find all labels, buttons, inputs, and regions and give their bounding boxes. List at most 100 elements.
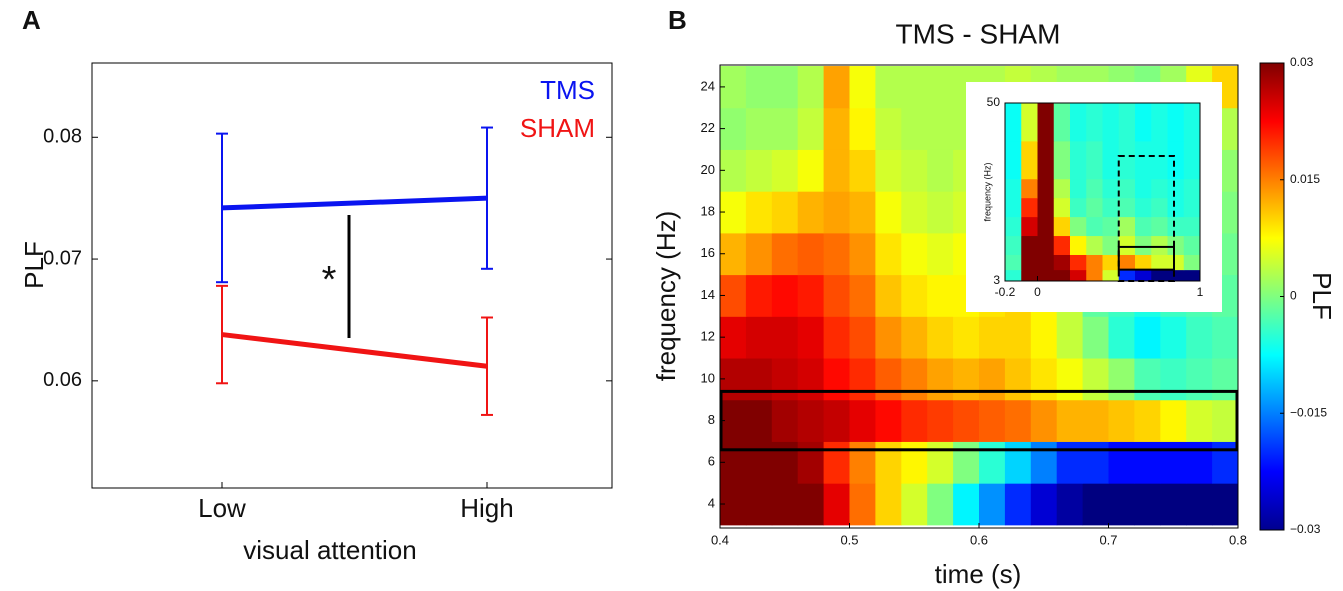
heat-cell: [927, 399, 954, 442]
heat-cell: [1102, 178, 1120, 199]
heat-cell: [771, 107, 799, 150]
legend-entry: TMS: [540, 75, 595, 105]
heat-cell: [1135, 140, 1152, 180]
series-line: [221, 332, 488, 369]
heat-cell: [1056, 399, 1084, 442]
y-axis-label: frequency (Hz): [651, 211, 681, 382]
heat-cell: [1086, 178, 1103, 199]
heat-cell: [823, 191, 850, 234]
heat-cell: [1086, 235, 1103, 255]
inset-y-label: frequency (Hz): [982, 162, 992, 221]
heat-cell: [1134, 358, 1161, 401]
heat-cell: [1102, 216, 1120, 237]
heat-cell: [1167, 235, 1185, 255]
y-tick-label: 0.08: [43, 126, 82, 148]
heat-cell: [1183, 235, 1201, 255]
heat-cell: [1167, 140, 1185, 180]
heat-cell: [849, 483, 876, 526]
heat-cell: [797, 441, 825, 484]
y-tick-label: 4: [708, 495, 715, 510]
heat-cell: [771, 316, 799, 359]
heat-cell: [1021, 235, 1038, 255]
heat-cell: [1151, 140, 1168, 180]
heat-cell: [927, 483, 954, 526]
heat-cell: [1118, 103, 1136, 142]
heat-cell: [771, 66, 799, 109]
heat-cell: [771, 399, 799, 442]
heat-cell: [823, 149, 850, 192]
heat-cell: [1212, 441, 1239, 484]
heat-cell: [875, 107, 902, 150]
heat-cell: [797, 316, 825, 359]
y-tick-label: 0.07: [43, 247, 82, 269]
heat-cell: [901, 232, 928, 276]
heat-cell: [927, 441, 954, 484]
heat-cell: [875, 274, 902, 317]
heat-cell: [1135, 254, 1152, 271]
x-tick-label: Low: [198, 493, 246, 523]
heat-cell: [823, 274, 850, 317]
heat-cell: [1134, 483, 1161, 526]
heat-cell: [1167, 103, 1185, 142]
heat-cell: [1160, 358, 1187, 401]
heat-cell: [1030, 316, 1058, 359]
heat-cell: [1102, 235, 1120, 255]
heat-cell: [953, 316, 980, 359]
heat-cell: [1037, 216, 1055, 237]
heat-cell: [1053, 235, 1071, 255]
heat-cell: [1053, 216, 1071, 237]
heat-cell: [849, 358, 876, 401]
heat-cell: [979, 358, 1006, 401]
heat-cell: [849, 66, 876, 109]
x-tick-label: 0.6: [970, 532, 988, 547]
y-tick-label: 24: [701, 78, 715, 93]
y-tick-label: 6: [708, 454, 715, 469]
heat-cell: [1102, 140, 1120, 180]
heat-cell: [1053, 178, 1071, 199]
heat-cell: [823, 316, 850, 359]
colorbar-tick-label: −0.015: [1290, 405, 1327, 419]
heat-cell: [1005, 140, 1022, 180]
heat-cell: [797, 358, 825, 401]
y-tick-label: 50: [987, 95, 1001, 109]
heat-cell: [1108, 399, 1135, 442]
heat-cell: [1135, 178, 1152, 199]
heat-cell: [771, 483, 799, 526]
heat-cell: [1056, 316, 1084, 359]
heat-cell: [1037, 269, 1055, 282]
heat-cell: [1004, 358, 1032, 401]
heat-cell: [901, 66, 928, 109]
heat-cell: [1053, 254, 1071, 271]
plot-frame: [1004, 102, 1201, 282]
heat-cell: [1183, 103, 1201, 142]
heat-cell: [1151, 103, 1168, 142]
heat-cell: [849, 107, 876, 150]
heat-cell: [901, 358, 928, 401]
heat-cell: [745, 66, 773, 109]
heat-cell: [1037, 197, 1055, 218]
heat-cell: [1070, 235, 1087, 255]
heat-cell: [1186, 316, 1213, 359]
heat-cell: [927, 66, 954, 109]
heat-cell: [1004, 316, 1032, 359]
heat-cell: [1160, 399, 1187, 442]
heat-cell: [1167, 178, 1185, 199]
heat-cell: [1070, 269, 1087, 282]
heat-cell: [823, 107, 850, 150]
heat-cell: [849, 232, 876, 276]
heat-cell: [875, 441, 902, 484]
heat-cell: [823, 399, 850, 442]
heat-cell: [1005, 103, 1022, 142]
heat-cell: [901, 441, 928, 484]
heat-cell: [1160, 441, 1187, 484]
heat-cell: [979, 316, 1006, 359]
heat-cell: [875, 191, 902, 234]
heat-cell: [1086, 103, 1103, 142]
y-tick-label: 22: [701, 120, 715, 135]
heat-cell: [823, 66, 850, 109]
heat-cell: [1118, 140, 1136, 180]
heat-cell: [1212, 316, 1239, 359]
heat-cell: [1070, 140, 1087, 180]
heat-cell: [1021, 178, 1038, 199]
